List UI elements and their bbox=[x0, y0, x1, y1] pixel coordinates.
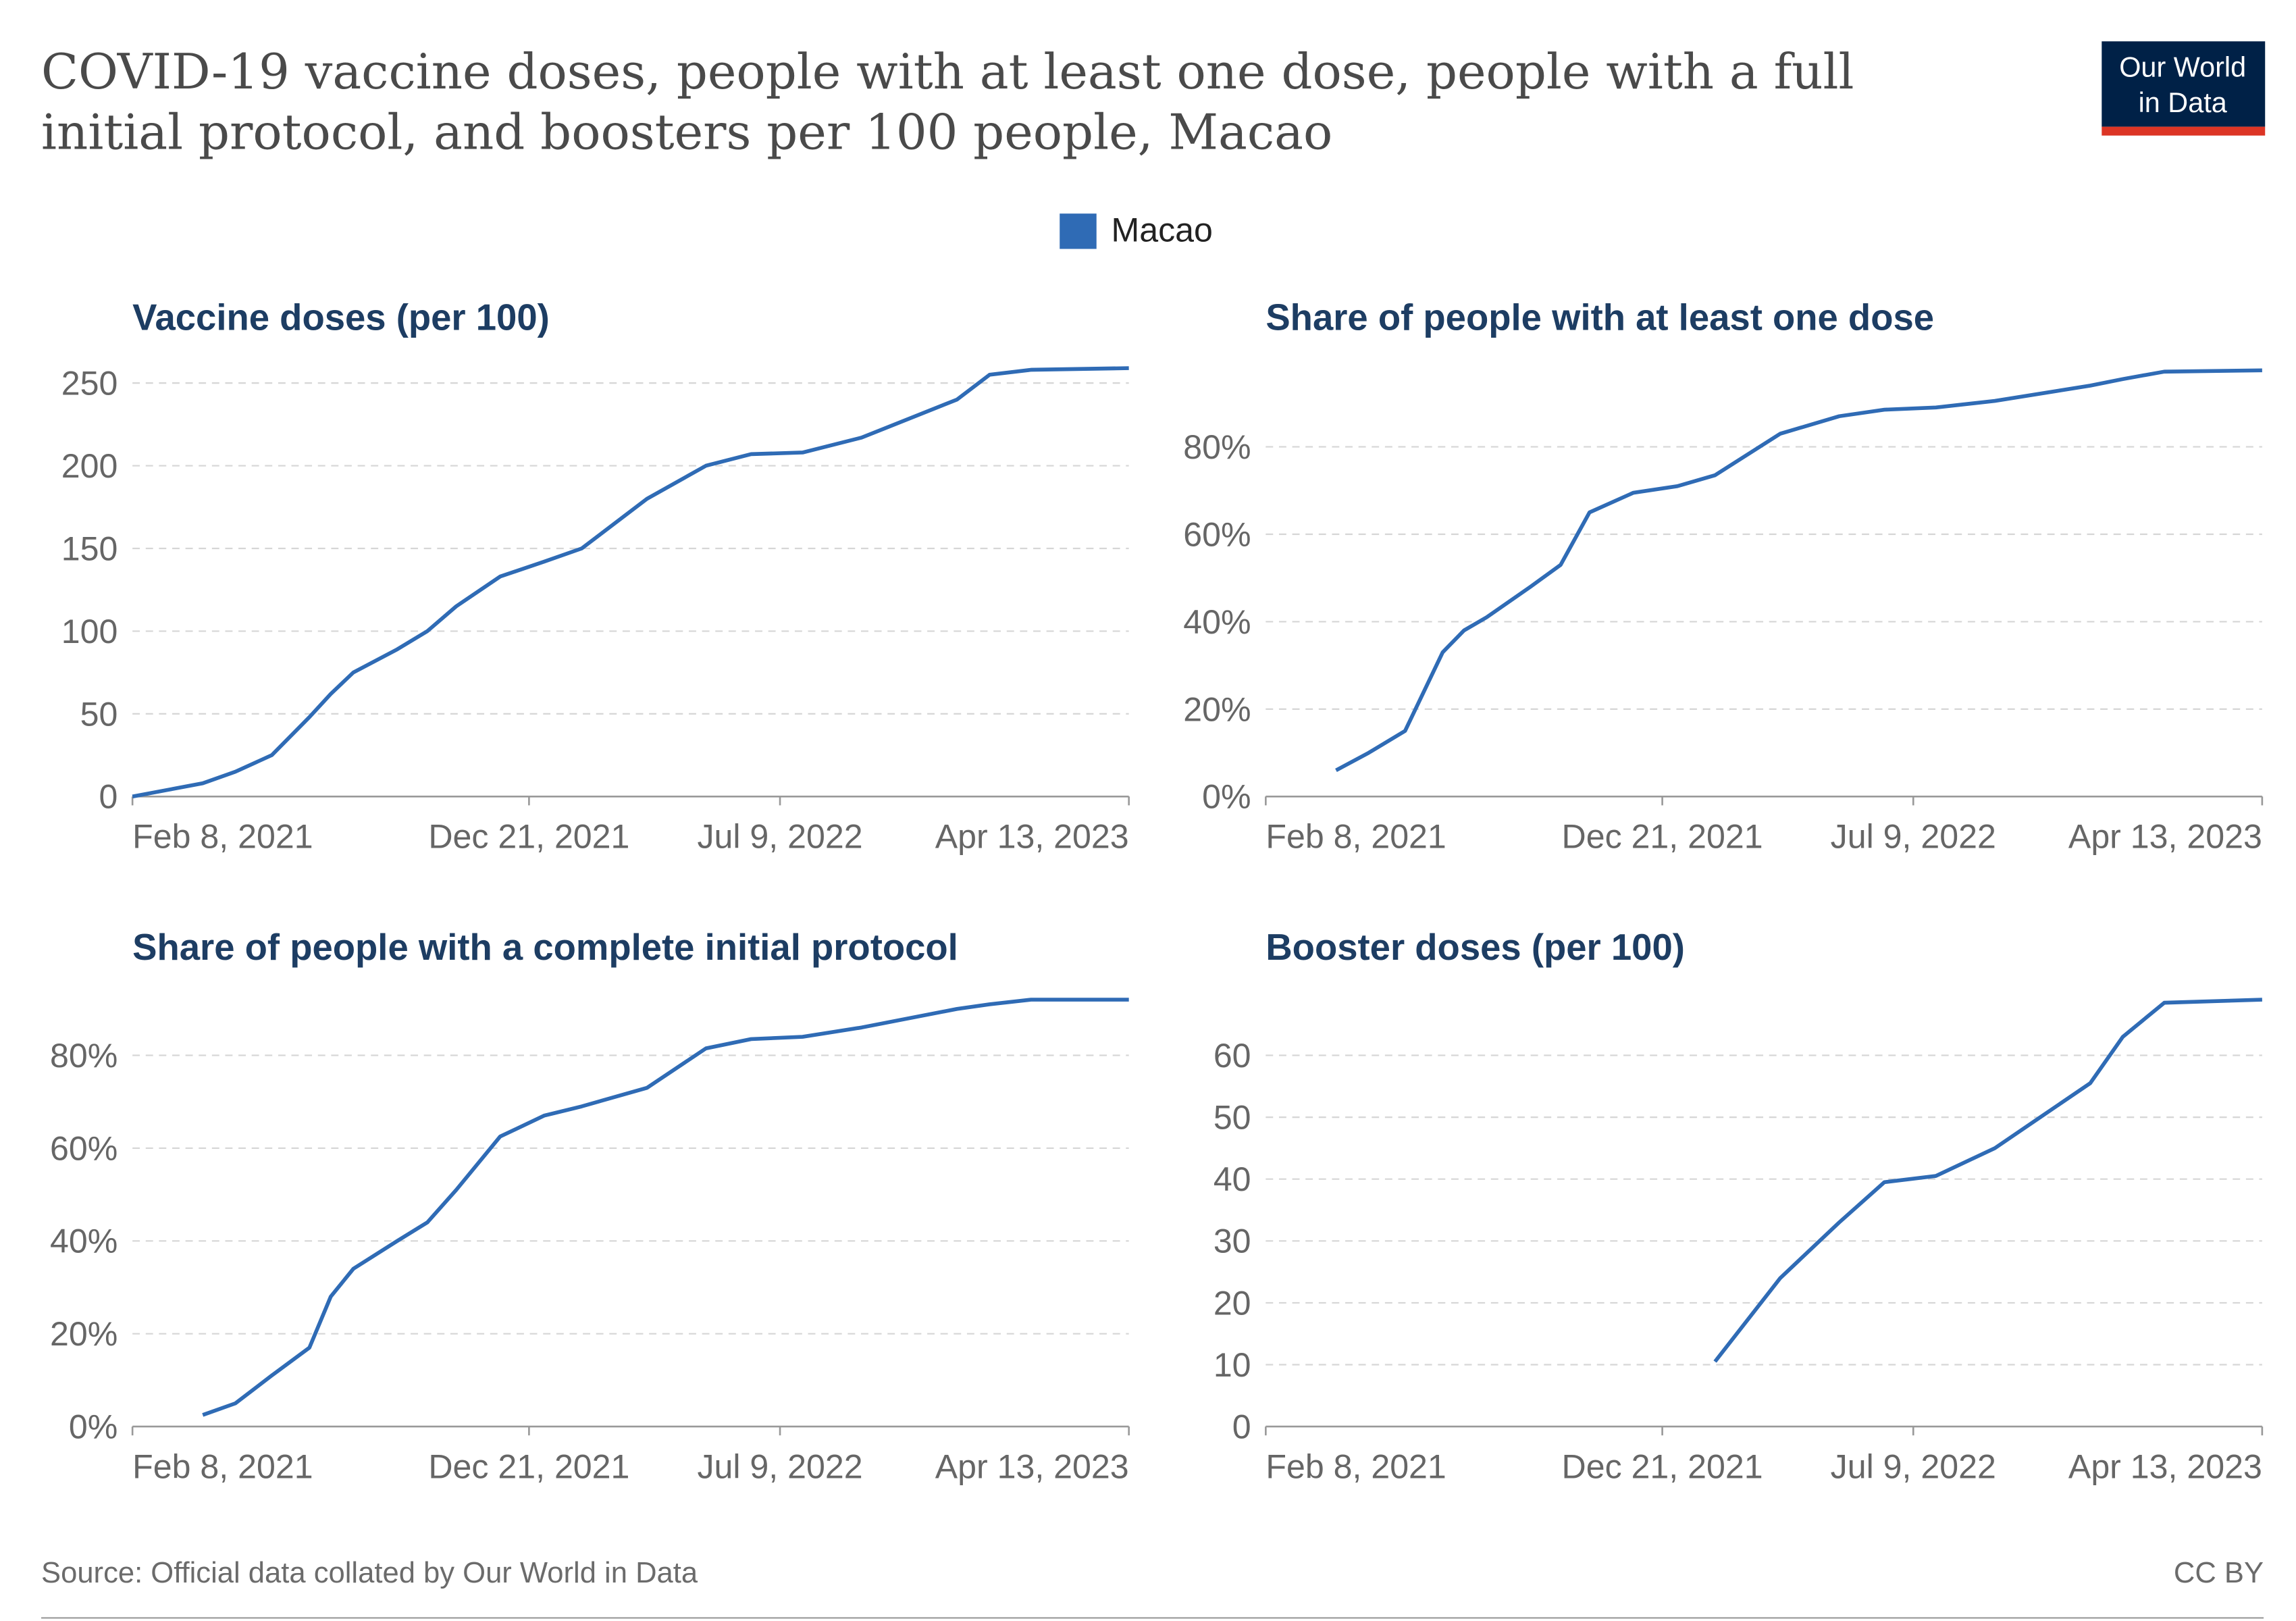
y-tick-label: 100 bbox=[61, 613, 118, 650]
y-tick-label: 60% bbox=[50, 1129, 118, 1167]
x-tick-label: Feb 8, 2021 bbox=[1266, 818, 1446, 856]
y-tick-label: 80% bbox=[1183, 428, 1251, 466]
license: CC BY bbox=[2174, 1557, 2264, 1589]
series-line bbox=[1713, 998, 2262, 1363]
panel-title: Share of people with at least one dose bbox=[1266, 297, 1934, 338]
x-tick-label: Dec 21, 2021 bbox=[428, 818, 629, 856]
title-line: COVID-19 vaccine doses, people with at l… bbox=[41, 43, 1854, 100]
series-line bbox=[202, 998, 1129, 1417]
legend-swatch bbox=[1060, 213, 1097, 249]
y-tick-label: 0% bbox=[1202, 778, 1251, 816]
y-tick-label: 30 bbox=[1214, 1223, 1251, 1260]
logo-text: in Data bbox=[2139, 87, 2228, 118]
x-tick-label: Jul 9, 2022 bbox=[1831, 818, 1996, 856]
y-tick-label: 50 bbox=[1214, 1099, 1251, 1137]
x-tick-label: Dec 21, 2021 bbox=[428, 1447, 629, 1485]
y-tick-label: 0% bbox=[69, 1408, 118, 1446]
panel-title: Share of people with a complete initial … bbox=[132, 927, 958, 968]
y-tick-label: 40% bbox=[50, 1223, 118, 1260]
series-line bbox=[1335, 368, 2262, 772]
logo-bar bbox=[2102, 126, 2266, 136]
y-tick-label: 50 bbox=[80, 695, 118, 733]
y-tick-label: 250 bbox=[61, 365, 118, 403]
title-line: initial protocol, and boosters per 100 p… bbox=[41, 103, 1332, 160]
y-tick-label: 200 bbox=[61, 447, 118, 485]
logo-text: Our World bbox=[2119, 52, 2246, 83]
y-tick-label: 0 bbox=[1232, 1408, 1251, 1446]
y-tick-label: 20% bbox=[50, 1315, 118, 1353]
x-tick-label: Feb 8, 2021 bbox=[132, 818, 313, 856]
y-tick-label: 40% bbox=[1183, 603, 1251, 641]
x-tick-label: Dec 21, 2021 bbox=[1562, 818, 1763, 856]
y-tick-label: 80% bbox=[50, 1037, 118, 1075]
legend-label: Macao bbox=[1112, 211, 1213, 249]
y-tick-label: 150 bbox=[61, 530, 118, 567]
x-tick-label: Apr 13, 2023 bbox=[2068, 1447, 2262, 1485]
y-tick-label: 10 bbox=[1214, 1346, 1251, 1384]
y-tick-label: 0 bbox=[99, 778, 118, 816]
x-tick-label: Jul 9, 2022 bbox=[1831, 1447, 1996, 1485]
x-tick-label: Apr 13, 2023 bbox=[935, 1447, 1129, 1485]
x-tick-label: Apr 13, 2023 bbox=[935, 818, 1129, 856]
x-tick-label: Jul 9, 2022 bbox=[697, 818, 862, 856]
x-tick-label: Apr 13, 2023 bbox=[2068, 818, 2262, 856]
x-tick-label: Feb 8, 2021 bbox=[132, 1447, 313, 1485]
y-tick-label: 60 bbox=[1214, 1037, 1251, 1075]
panel-title: Vaccine doses (per 100) bbox=[132, 297, 550, 338]
y-tick-label: 60% bbox=[1183, 515, 1251, 553]
logo: Our World in Data bbox=[2102, 41, 2266, 136]
y-tick-label: 20% bbox=[1183, 690, 1251, 728]
series-line bbox=[132, 366, 1129, 799]
logo-box bbox=[2102, 41, 2266, 127]
x-tick-label: Dec 21, 2021 bbox=[1562, 1447, 1763, 1485]
x-tick-label: Feb 8, 2021 bbox=[1266, 1447, 1446, 1485]
y-tick-label: 20 bbox=[1214, 1284, 1251, 1322]
x-tick-label: Jul 9, 2022 bbox=[697, 1447, 862, 1485]
panel-title: Booster doses (per 100) bbox=[1266, 927, 1685, 968]
source: Source: Official data collated by Our Wo… bbox=[41, 1557, 698, 1589]
y-tick-label: 40 bbox=[1214, 1160, 1251, 1198]
